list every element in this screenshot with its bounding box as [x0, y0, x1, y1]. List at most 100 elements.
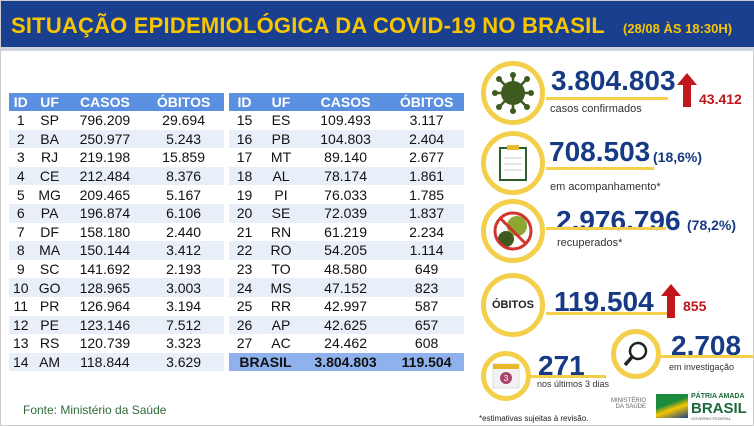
table-row: 3 RJ 219.198 15.859 — [9, 148, 224, 167]
virus-icon — [481, 61, 545, 125]
column-header: ÓBITOS — [389, 93, 464, 111]
table-row: 20 SE 72.039 1.837 — [229, 203, 464, 223]
table-cell: 2.440 — [166, 223, 202, 240]
table-cell: 14 — [9, 352, 33, 372]
table-cell: 587 — [414, 298, 439, 315]
table-cell: 9 — [16, 261, 25, 278]
table-row: 18 AL 78.174 1.861 — [229, 166, 464, 186]
table-cell: 6.106 — [143, 203, 224, 223]
magnifier-icon — [611, 329, 661, 379]
deaths-badge: ÓBITOS — [481, 273, 545, 337]
table-cell: 2.677 — [409, 149, 445, 166]
recovered-percent: (78,2%) — [687, 217, 737, 233]
table-cell: 3.194 — [166, 298, 202, 315]
table-cell: 78.174 — [301, 166, 390, 186]
table-row: 12 PE 123.146 7.512 — [9, 315, 224, 335]
table-row: 27 AC 24.462 608 — [229, 334, 464, 353]
table-row: 8 MA 150.144 3.412 — [9, 241, 224, 260]
table-cell: 2 — [9, 129, 33, 149]
table-cell: MG — [38, 186, 61, 203]
table-cell: 104.803 — [301, 129, 390, 149]
table-row: 9 SC 141.692 2.193 — [9, 260, 224, 279]
table-cell: 22 — [229, 241, 261, 260]
deaths-value: 119.504 — [554, 286, 654, 317]
recovered-value: 2.976.796 — [556, 205, 681, 236]
table-cell: 25 — [236, 298, 253, 315]
table-cell: 212.484 — [66, 166, 144, 186]
table-row: 21 RN 61.219 2.234 — [229, 223, 464, 242]
table-cell: 1 — [16, 112, 25, 129]
table-cell: ES — [271, 112, 291, 129]
table-cell: 126.964 — [79, 298, 131, 315]
table-cell: 3.412 — [143, 241, 224, 260]
table-cell: 823 — [389, 278, 464, 297]
table-cell: 250.977 — [66, 129, 144, 149]
total-row: BRASIL 3.804.803 119.504 — [229, 352, 464, 372]
table-cell: 2.234 — [409, 223, 445, 240]
table-cell: MT — [270, 149, 292, 166]
recent-deaths-label: nos últimos 3 dias — [537, 379, 610, 389]
table-cell: RR — [270, 298, 292, 315]
table-cell: 89.140 — [324, 149, 367, 166]
table-row: 7 DF 158.180 2.440 — [9, 223, 224, 242]
table-cell: 219.198 — [79, 149, 131, 166]
table-cell: 47.152 — [301, 278, 390, 297]
table-row: 10 GO 128.965 3.003 — [9, 278, 224, 297]
table-cell: BA — [32, 129, 67, 149]
column-header: UF — [260, 93, 302, 111]
column-header: CASOS — [66, 93, 144, 111]
table-cell: PB — [260, 129, 302, 149]
table-row: 23 TO 48.580 649 — [229, 260, 464, 279]
table-cell: RJ — [41, 149, 59, 166]
table-cell: GO — [32, 278, 67, 297]
table-cell: CE — [32, 166, 67, 186]
table-cell: 118.844 — [66, 352, 144, 372]
column-header: ÓBITOS — [143, 93, 224, 111]
table-cell: 3 — [16, 149, 25, 166]
monitoring-value: 708.503 — [549, 136, 651, 167]
table-cell: 196.874 — [66, 203, 144, 223]
investigation-label: em investigação — [669, 362, 735, 372]
table-cell: PI — [274, 186, 288, 203]
table-cell: 1.114 — [389, 241, 464, 260]
footnote: *estimativas sujeitas à revisão. — [479, 414, 589, 423]
table-cell: AC — [271, 335, 291, 352]
arrow-up-icon — [661, 284, 681, 318]
no-virus-icon — [481, 199, 545, 263]
table-row: 4 CE 212.484 8.376 — [9, 166, 224, 186]
table-cell: 24.462 — [324, 335, 367, 352]
table-cell: 5.243 — [143, 129, 224, 149]
arrow-up-icon — [677, 73, 697, 107]
page-title: SITUAÇÃO EPIDEMIOLÓGICA DA COVID-19 NO B… — [11, 13, 606, 38]
table-row: 1 SP 796.209 29.694 — [9, 111, 224, 130]
table-cell: 15.859 — [162, 149, 205, 166]
table-cell: 150.144 — [66, 241, 144, 260]
table-cell: RO — [260, 241, 302, 260]
table-cell: PA — [32, 203, 67, 223]
table-cell: 3.629 — [143, 352, 224, 372]
table-cell: 123.146 — [66, 315, 144, 335]
table-cell: 21 — [236, 223, 253, 240]
table-cell: 657 — [389, 315, 464, 335]
table-cell: SC — [39, 261, 60, 278]
table-cell: 76.033 — [324, 186, 367, 203]
brasil-flag-logo — [656, 394, 688, 418]
table-cell: 13 — [12, 335, 29, 352]
table-cell: 11 — [13, 298, 29, 315]
table-cell: SP — [40, 112, 59, 129]
table-cell: 3.003 — [143, 278, 224, 297]
table-row: 24 MS 47.152 823 — [229, 278, 464, 297]
table-row: 17 MT 89.140 2.677 — [229, 148, 464, 167]
table-cell: 29.694 — [162, 112, 205, 129]
table-cell: 42.997 — [324, 298, 367, 315]
table-row: 14 AM 118.844 3.629 — [9, 352, 224, 372]
recovered-label: recuperados* — [557, 237, 623, 249]
svg-text:3: 3 — [504, 374, 509, 383]
table-cell: 8 — [9, 241, 33, 260]
table-cell: 20 — [229, 203, 261, 223]
table-cell: 72.039 — [301, 203, 390, 223]
table-cell: 4 — [9, 166, 33, 186]
table-cell: 608 — [414, 335, 439, 352]
table-cell: 8.376 — [143, 166, 224, 186]
column-header: UF — [32, 93, 67, 111]
